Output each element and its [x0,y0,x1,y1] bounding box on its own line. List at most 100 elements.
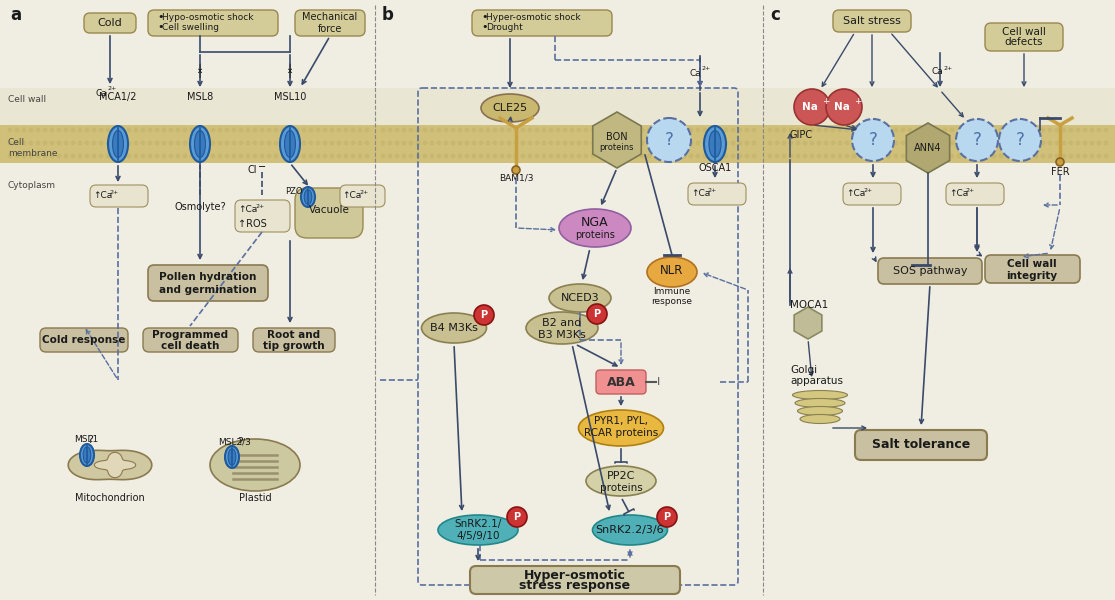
Circle shape [478,154,484,158]
Circle shape [239,127,243,133]
Circle shape [1104,140,1108,145]
Text: SnRK2.1/: SnRK2.1/ [455,519,502,529]
Text: response: response [651,298,692,307]
Text: Cell wall: Cell wall [8,95,46,104]
Circle shape [416,140,420,145]
Circle shape [816,127,822,133]
FancyBboxPatch shape [833,10,911,32]
Circle shape [549,154,553,158]
Circle shape [844,127,850,133]
Circle shape [668,154,672,158]
Circle shape [70,127,76,133]
Circle shape [478,127,484,133]
Circle shape [696,127,700,133]
Circle shape [337,140,341,145]
Circle shape [252,140,258,145]
Circle shape [921,127,927,133]
Circle shape [978,127,982,133]
Circle shape [444,154,448,158]
Circle shape [991,140,997,145]
Circle shape [472,127,476,133]
Circle shape [70,140,76,145]
Circle shape [1047,127,1053,133]
Text: PYR1, PYL,: PYR1, PYL, [594,416,648,426]
Circle shape [395,127,399,133]
Circle shape [730,127,736,133]
Circle shape [85,140,89,145]
Circle shape [309,140,313,145]
Circle shape [183,140,187,145]
Circle shape [681,140,687,145]
Circle shape [380,154,386,158]
FancyBboxPatch shape [340,185,385,207]
Circle shape [632,140,638,145]
Circle shape [880,127,884,133]
Circle shape [647,127,651,133]
Ellipse shape [301,187,316,207]
Bar [0,125,1115,163]
Ellipse shape [799,415,840,424]
Circle shape [1068,154,1074,158]
Text: Cell swelling: Cell swelling [162,22,219,31]
Circle shape [423,154,427,158]
Circle shape [126,140,132,145]
Circle shape [1034,127,1038,133]
Circle shape [542,140,546,145]
Circle shape [168,127,174,133]
Circle shape [301,140,307,145]
Circle shape [42,154,48,158]
Circle shape [908,140,912,145]
Circle shape [521,154,525,158]
Circle shape [1027,127,1031,133]
Circle shape [316,140,320,145]
Circle shape [1027,140,1031,145]
Circle shape [21,127,27,133]
Text: Salt tolerance: Salt tolerance [872,439,970,451]
Circle shape [632,127,638,133]
Circle shape [98,127,104,133]
Circle shape [239,154,243,158]
Circle shape [301,154,307,158]
Ellipse shape [284,130,295,157]
Circle shape [767,140,773,145]
Circle shape [570,127,574,133]
Text: ?: ? [1016,131,1025,149]
Circle shape [106,140,110,145]
Circle shape [730,154,736,158]
Circle shape [14,154,19,158]
Circle shape [245,154,251,158]
Text: Cell wall: Cell wall [1002,27,1046,37]
Circle shape [273,127,279,133]
Circle shape [745,154,749,158]
Circle shape [388,140,392,145]
Circle shape [388,154,392,158]
Circle shape [91,127,97,133]
Circle shape [1019,127,1025,133]
Circle shape [611,127,617,133]
Circle shape [113,127,117,133]
Circle shape [281,127,285,133]
Circle shape [647,154,651,158]
Circle shape [49,127,55,133]
Circle shape [752,154,756,158]
Circle shape [929,140,933,145]
Text: ?: ? [972,131,981,149]
Text: Cytoplasm: Cytoplasm [8,181,56,190]
Circle shape [337,154,341,158]
FancyBboxPatch shape [597,370,646,394]
Circle shape [653,140,659,145]
Circle shape [288,140,292,145]
Circle shape [893,154,899,158]
Text: Mitochondrion: Mitochondrion [75,493,145,503]
FancyBboxPatch shape [253,328,334,352]
Circle shape [831,154,835,158]
Text: B4 M3Ks: B4 M3Ks [430,323,478,333]
Circle shape [752,140,756,145]
Circle shape [730,140,736,145]
Ellipse shape [559,209,631,247]
Circle shape [444,127,448,133]
Circle shape [1006,127,1010,133]
Circle shape [147,140,153,145]
Circle shape [576,140,582,145]
Text: proteins: proteins [600,143,634,152]
